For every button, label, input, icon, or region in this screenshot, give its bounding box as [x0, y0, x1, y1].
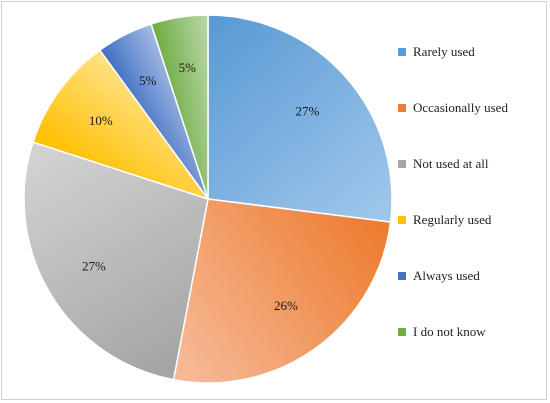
pie-slice-regularly-used	[32, 49, 210, 201]
legend-swatch	[398, 216, 406, 224]
legend-item-i-do-not-know: I do not know	[398, 322, 486, 342]
legend-swatch	[398, 104, 406, 112]
legend-label: Not used at all	[413, 156, 489, 171]
data-label-rarely-used: 27%	[295, 103, 319, 118]
pie-slices	[23, 14, 393, 384]
data-label-not-used-at-all: 27%	[82, 258, 106, 273]
legend-label: Regularly used	[413, 212, 492, 227]
pie-slice-not-used-at-all	[23, 141, 209, 381]
legend-item-not-used-at-all: Not used at all	[398, 154, 488, 174]
data-label-occasionally-used: 26%	[274, 298, 298, 313]
data-label-always-used: 5%	[139, 73, 157, 88]
legend-swatch	[398, 160, 406, 168]
legend-label: I do not know	[413, 324, 486, 339]
legend-item-rarely-used: Rarely used	[398, 42, 475, 62]
legend-swatch	[398, 328, 406, 336]
legend-label: Rarely used	[413, 44, 475, 59]
legend-item-regularly-used: Regularly used	[398, 210, 491, 230]
data-label-i-do-not-know: 5%	[179, 60, 197, 75]
legend-label: Occasionally used	[413, 100, 508, 115]
pie-slice-occasionally-used	[172, 198, 392, 384]
legend-swatch	[398, 272, 406, 280]
pie-data-labels: 27% 26% 27% 10% 5% 5%	[82, 60, 319, 313]
data-label-regularly-used: 10%	[89, 113, 113, 128]
legend-item-always-used: Always used	[398, 266, 480, 286]
legend-swatch	[398, 48, 406, 56]
legend-item-occasionally-used: Occasionally used	[398, 98, 508, 118]
legend-label: Always used	[413, 268, 480, 283]
pie-slice-i-do-not-know	[150, 14, 209, 200]
pie-slice-rarely-used	[207, 14, 393, 223]
